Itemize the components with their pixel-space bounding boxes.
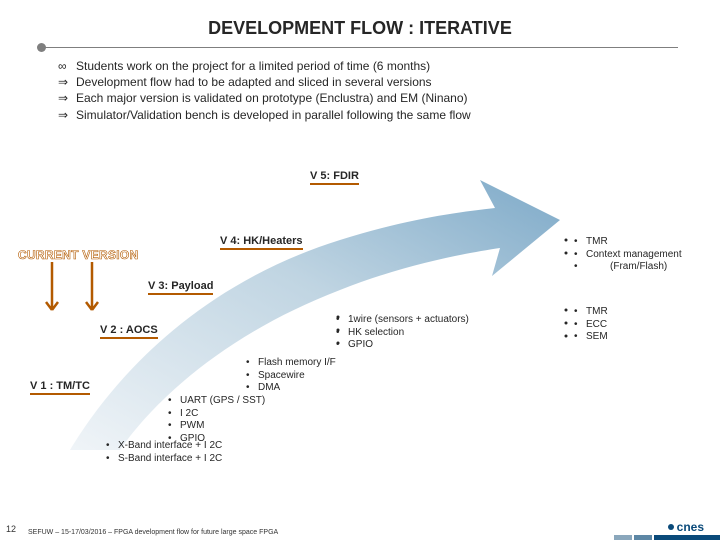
v5-features-b: TMR ECC SEM (586, 306, 608, 344)
v5-features-a: TMR Context management (Fram/Flash) (586, 236, 682, 274)
feat-item: UART (GPS / SST) (180, 395, 265, 408)
bullet-1: Students work on the project for a limit… (76, 58, 666, 74)
bullet-3: Each major version is validated on proto… (76, 90, 666, 106)
feat-item: Context management (586, 249, 682, 262)
iterative-diagram: V 5: FDIR V 4: HK/Heaters V 3: Payload V… (0, 160, 720, 500)
feat-item: Flash memory I/F (258, 357, 336, 370)
v2-features: UART (GPS / SST) I 2C PWM GPIO (180, 395, 265, 445)
v3-features: Flash memory I/F Spacewire DMA (258, 357, 336, 395)
page-title: DEVELOPMENT FLOW : ITERATIVE (0, 0, 720, 47)
cnes-logo: cnes (668, 520, 704, 534)
feat-item: 1wire (sensors + actuators) (348, 314, 469, 327)
footer: 12 SEFUW – 15-17/03/2016 – FPGA developm… (0, 514, 720, 540)
title-rule (0, 47, 720, 52)
current-version-arrow-left (44, 262, 60, 322)
page-number: 12 (6, 524, 16, 534)
feat-item: S-Band interface + I 2C (118, 453, 222, 466)
footer-stripe-2 (634, 535, 652, 540)
v4-label: V 4: HK/Heaters (220, 235, 303, 250)
bullet-2: Development flow had to be adapted and s… (76, 74, 666, 90)
feat-item: HK selection (348, 327, 469, 340)
feat-item: I 2C (180, 408, 265, 421)
feat-item: GPIO (180, 433, 265, 446)
logo-text: cnes (677, 520, 704, 534)
feat-item: (Fram/Flash) (586, 261, 682, 274)
feat-item: DMA (258, 382, 336, 395)
v3-label: V 3: Payload (148, 280, 213, 295)
v1-label: V 1 : TM/TC (30, 380, 90, 395)
feat-item: TMR (586, 236, 682, 249)
current-version-label: CURRENT VERSION (18, 248, 139, 262)
feat-item: GPIO (348, 339, 469, 352)
feat-item: ECC (586, 319, 608, 332)
footer-text: SEFUW – 15-17/03/2016 – FPGA development… (28, 529, 278, 536)
v5-label: V 5: FDIR (310, 170, 359, 185)
v2-label: V 2 : AOCS (100, 324, 158, 339)
feat-item: SEM (586, 331, 608, 344)
intro-bullets: Students work on the project for a limit… (0, 52, 720, 129)
feat-item: TMR (586, 306, 608, 319)
footer-stripe-1 (614, 535, 632, 540)
footer-stripe-3 (654, 535, 720, 540)
feat-item: PWM (180, 420, 265, 433)
logo-dot-icon (668, 524, 674, 530)
feat-item: Spacewire (258, 370, 336, 383)
v4-features: 1wire (sensors + actuators) HK selection… (348, 314, 469, 352)
bullet-4: Simulator/Validation bench is developed … (76, 107, 666, 123)
current-version-arrow-right (84, 262, 100, 322)
